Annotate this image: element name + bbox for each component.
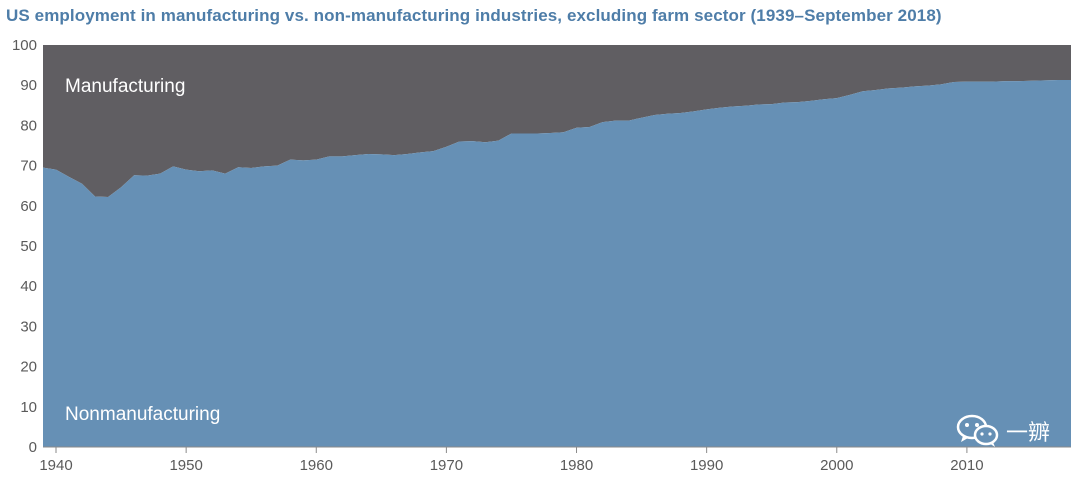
wechat-icon: [956, 414, 999, 447]
y-tick-label: 30: [20, 318, 37, 335]
y-tick-label: 10: [20, 399, 37, 416]
x-tick-label: 2000: [820, 457, 853, 474]
manufacturing-label: Manufacturing: [65, 76, 185, 97]
x-tick-label: 1950: [169, 457, 202, 474]
chart-title: US employment in manufacturing vs. non-m…: [6, 6, 942, 25]
y-tick-label: 60: [20, 198, 37, 215]
x-tick-label: 1980: [560, 457, 593, 474]
x-tick-label: 2010: [950, 457, 983, 474]
y-tick-label: 100: [12, 37, 37, 54]
x-tick-label: 1990: [690, 457, 723, 474]
x-tick-label: 1960: [300, 457, 333, 474]
nonmanufacturing-area: [43, 79, 1071, 447]
y-axis: 0 10 20 30 40 50 60 70 80 90 100: [12, 37, 37, 456]
nonmanufacturing-label: Nonmanufacturing: [65, 404, 220, 425]
manufacturing-area: [43, 45, 1071, 197]
watermark: 一辧: [956, 414, 1050, 448]
y-tick-label: 90: [20, 77, 37, 94]
watermark-text: 一辧: [1005, 420, 1050, 445]
y-tick-label: 50: [20, 238, 37, 255]
y-tick-label: 20: [20, 359, 37, 376]
y-tick-label: 0: [29, 439, 37, 456]
chart-areas: [43, 45, 1071, 447]
y-tick-label: 80: [20, 117, 37, 134]
y-tick-label: 40: [20, 278, 37, 295]
x-axis: 1940 1950 1960 1970 1980 1990 2000 2010: [39, 446, 1071, 474]
area-labels: Manufacturing Nonmanufacturing: [65, 76, 220, 425]
x-tick-label: 1970: [430, 457, 463, 474]
y-tick-label: 70: [20, 158, 37, 175]
x-tick-label: 1940: [39, 457, 72, 474]
